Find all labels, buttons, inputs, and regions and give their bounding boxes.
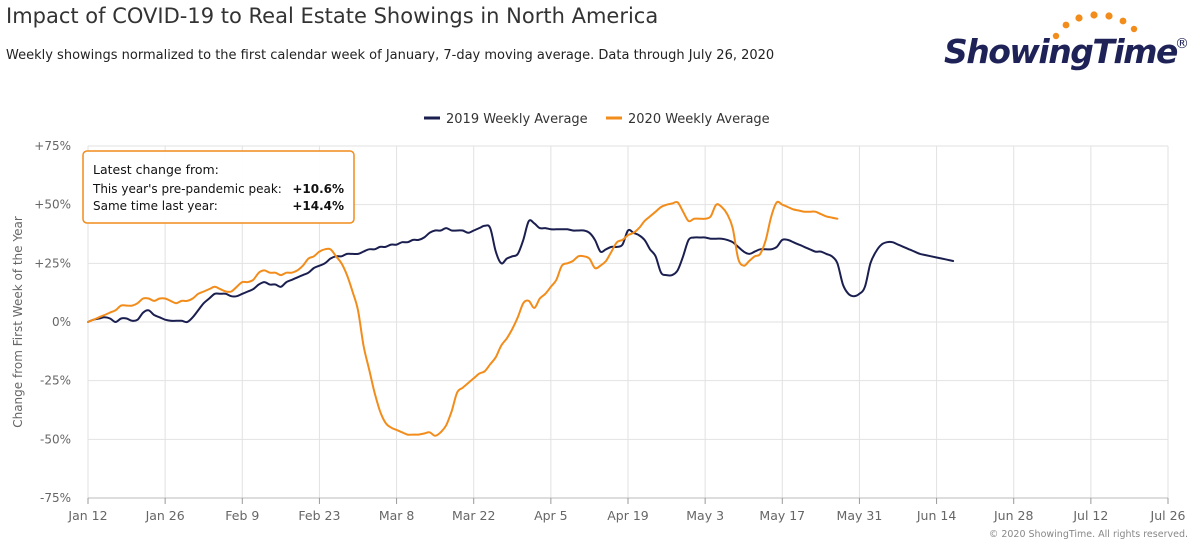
y-axis-ticks: -75% -50% -25% 0% +25% +50% +75% <box>34 139 71 505</box>
x-tick-label: Jun 28 <box>993 508 1033 523</box>
legend-label-2019: 2019 Weekly Average <box>446 112 588 127</box>
x-tick-label: May 17 <box>759 508 805 523</box>
annotation-row-value: +10.6% <box>292 182 344 196</box>
x-axis-ticks: Jan 12 Jan 26 Feb 9 Feb 23 Mar 8 Mar 22 Apr 5 A… <box>67 498 1186 523</box>
x-tick-label: Feb 9 <box>225 508 259 523</box>
annotation-border <box>82 150 355 224</box>
x-tick-label: May 3 <box>686 508 724 523</box>
logo-wordmark: ShowingTime <box>944 32 1178 71</box>
annotation-heading: Latest change from: <box>93 162 219 177</box>
showingtime-logo: ShowingTime ® <box>938 10 1193 78</box>
logo-registered-mark: ® <box>1175 36 1189 52</box>
annotation-row-label: This year's pre-pandemic peak: <box>92 182 282 196</box>
x-tick-label: Mar 8 <box>379 508 415 523</box>
x-tick-label: Apr 5 <box>534 508 568 523</box>
series-line-2020[interactable] <box>87 200 839 437</box>
y-tick-label: -25% <box>40 374 71 388</box>
y-tick-label: +25% <box>34 256 71 270</box>
x-tick-label: Jul 26 <box>1150 508 1186 523</box>
y-axis-label: Change from First Week of the Year <box>11 216 25 428</box>
copyright-notice: © 2020 ShowingTime. All rights reserved. <box>988 529 1188 540</box>
y-tick-label: +75% <box>34 139 71 153</box>
annotation-row-value: +14.4% <box>292 199 344 213</box>
logo-dots-icon <box>1052 11 1138 40</box>
x-tick-label: Jul 12 <box>1072 508 1108 523</box>
annotation-box: Latest change from: This year's pre-pand… <box>82 150 355 224</box>
legend-item-2020[interactable]: 2020 Weekly Average <box>606 112 770 127</box>
chart-title: Impact of COVID-19 to Real Estate Showin… <box>6 4 659 28</box>
x-tick-label: Mar 22 <box>452 508 495 523</box>
annotation-row-label: Same time last year: <box>93 199 218 213</box>
y-tick-label: -50% <box>40 432 71 446</box>
y-tick-label: -75% <box>40 491 71 505</box>
x-tick-label: Jun 14 <box>916 508 956 523</box>
x-tick-label: Jan 26 <box>145 508 185 523</box>
x-tick-label: Jan 12 <box>67 508 107 523</box>
x-tick-label: Apr 19 <box>607 508 649 523</box>
legend-item-2019[interactable]: 2019 Weekly Average <box>424 112 588 127</box>
series-line-2019[interactable] <box>87 219 955 324</box>
x-tick-label: May 31 <box>837 508 883 523</box>
x-tick-label: Feb 23 <box>298 508 340 523</box>
chart-subtitle: Weekly showings normalized to the first … <box>6 48 775 63</box>
chart-series <box>87 200 955 437</box>
y-tick-label: 0% <box>52 315 71 329</box>
legend-label-2020: 2020 Weekly Average <box>628 112 770 127</box>
y-tick-label: +50% <box>34 198 71 212</box>
chart-legend: 2019 Weekly Average 2020 Weekly Average <box>424 112 770 127</box>
